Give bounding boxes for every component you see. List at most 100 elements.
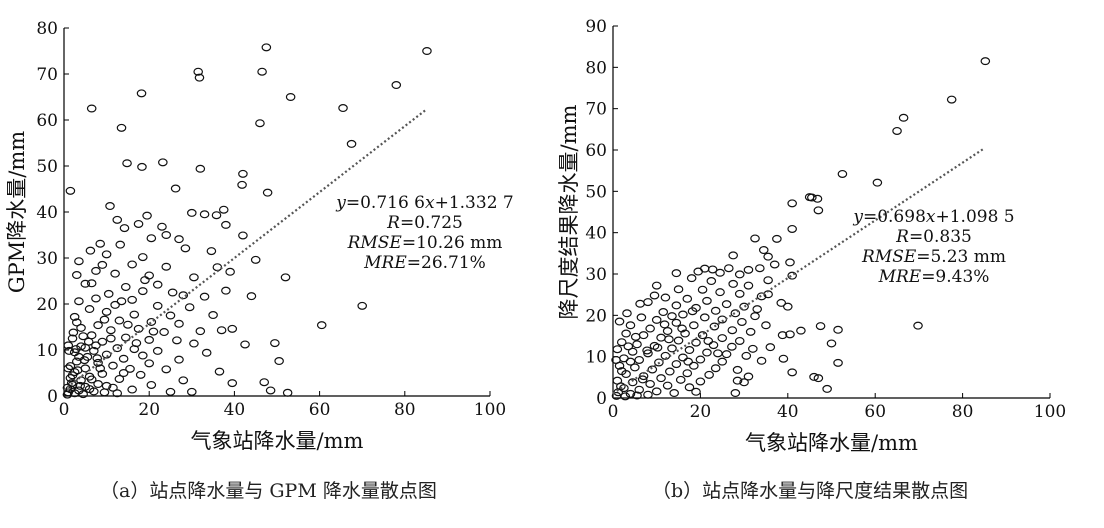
scatter-point bbox=[743, 281, 754, 290]
scatter-point bbox=[221, 286, 231, 295]
scatter-point bbox=[734, 289, 745, 298]
scatter-point bbox=[91, 294, 101, 303]
scatter-point bbox=[127, 260, 137, 269]
scatter-point bbox=[643, 349, 653, 358]
scatter-point bbox=[678, 353, 688, 362]
scatter-point bbox=[717, 357, 728, 366]
scatter-point bbox=[84, 305, 95, 314]
scatter-point bbox=[80, 279, 91, 288]
scatter-point bbox=[677, 324, 687, 333]
y-tick-label: 50 bbox=[585, 182, 607, 202]
scatter-point bbox=[703, 336, 714, 345]
scatter-point bbox=[643, 298, 653, 307]
scatter-point bbox=[625, 357, 636, 366]
scatter-point bbox=[691, 387, 701, 396]
scatter-point bbox=[103, 289, 114, 298]
y-tick-label: 20 bbox=[585, 306, 607, 326]
scatter-point bbox=[206, 247, 217, 256]
scatter-point bbox=[892, 126, 902, 135]
scatter-point bbox=[274, 357, 284, 366]
scatter-point bbox=[165, 387, 176, 396]
scatter-point bbox=[612, 345, 623, 354]
scatter-point bbox=[755, 264, 765, 273]
scatter-point bbox=[118, 369, 129, 378]
scatter-point bbox=[346, 139, 357, 148]
scatter-point bbox=[89, 346, 99, 355]
scatter-point bbox=[189, 273, 199, 282]
scatter-point bbox=[189, 339, 199, 348]
scatter-point bbox=[211, 211, 222, 220]
scatter-point bbox=[621, 329, 631, 338]
scatter-point bbox=[282, 388, 293, 397]
scatter-point bbox=[813, 206, 824, 215]
scatter-point bbox=[709, 322, 720, 331]
scatter-point bbox=[623, 342, 634, 351]
scatter-point bbox=[777, 331, 788, 340]
y-tick-label: 30 bbox=[36, 249, 58, 269]
scatter-point bbox=[704, 370, 714, 379]
scatter-point bbox=[658, 308, 669, 317]
scatter-point bbox=[649, 291, 660, 300]
scatter-point bbox=[702, 348, 712, 357]
scatter-point bbox=[72, 366, 83, 375]
caption-b: （b）站点降水量与降尺度结果散点图 bbox=[652, 480, 969, 502]
scatter-point bbox=[250, 255, 261, 264]
scatter-point bbox=[634, 355, 645, 364]
scatter-point bbox=[136, 89, 147, 98]
scatter-point bbox=[673, 336, 684, 345]
scatter-point bbox=[637, 375, 648, 384]
scatter-point bbox=[106, 326, 116, 335]
scatter-point bbox=[159, 328, 169, 337]
scatter-point bbox=[262, 188, 273, 197]
scatter-point bbox=[76, 323, 86, 332]
scatter-point bbox=[238, 231, 248, 240]
scatter-point bbox=[86, 104, 97, 113]
scatter-point bbox=[728, 251, 738, 260]
scatter-point bbox=[112, 344, 123, 353]
scatter-point bbox=[101, 307, 112, 316]
scatter-point bbox=[144, 271, 154, 280]
scatter-point bbox=[707, 265, 718, 274]
scatter-point bbox=[118, 354, 129, 363]
scatter-point bbox=[708, 341, 719, 350]
scatter-point bbox=[634, 385, 645, 394]
scatter-point bbox=[616, 367, 627, 376]
scatter-point bbox=[710, 306, 721, 315]
scatter-point bbox=[79, 356, 90, 365]
scatter-point bbox=[702, 296, 712, 305]
scatter-point bbox=[158, 158, 168, 167]
scatter-point bbox=[129, 310, 140, 319]
scatter-point bbox=[227, 324, 238, 333]
scatter-point bbox=[68, 328, 79, 337]
scatter-point bbox=[697, 331, 708, 340]
scatter-point bbox=[101, 350, 112, 359]
y-tick-label: 40 bbox=[585, 224, 607, 244]
scatter-point bbox=[67, 371, 78, 380]
fit-annotation-line: y=0.716 6x+1.332 7 bbox=[335, 193, 513, 213]
scatter-point bbox=[93, 358, 103, 367]
x-tick-label: 20 bbox=[138, 400, 160, 420]
scatter-point bbox=[813, 374, 824, 383]
scatter-point bbox=[752, 305, 763, 314]
scatter-point bbox=[65, 362, 76, 371]
scatter-point bbox=[146, 234, 157, 243]
scatter-point bbox=[97, 260, 108, 269]
y-tick-label: 90 bbox=[585, 17, 607, 37]
scatter-point bbox=[78, 332, 88, 341]
scatter-point bbox=[763, 252, 773, 261]
x-tick-label: 40 bbox=[224, 400, 246, 420]
scatter-point bbox=[689, 321, 699, 330]
y-tick-label: 70 bbox=[585, 100, 607, 120]
scatter-point bbox=[822, 384, 832, 393]
scatter-point bbox=[135, 370, 146, 379]
y-tick-label: 0 bbox=[596, 389, 607, 409]
scatter-point bbox=[212, 263, 223, 272]
scatter-point bbox=[78, 390, 88, 399]
x-tick-label: 60 bbox=[309, 400, 331, 420]
fit-annotation-line: MRE=26.71% bbox=[363, 253, 486, 273]
scatter-point bbox=[84, 385, 95, 394]
scatter-point bbox=[161, 262, 172, 271]
scatter-point bbox=[71, 318, 82, 327]
scatter-point bbox=[174, 319, 184, 328]
scatter-point bbox=[218, 205, 229, 214]
